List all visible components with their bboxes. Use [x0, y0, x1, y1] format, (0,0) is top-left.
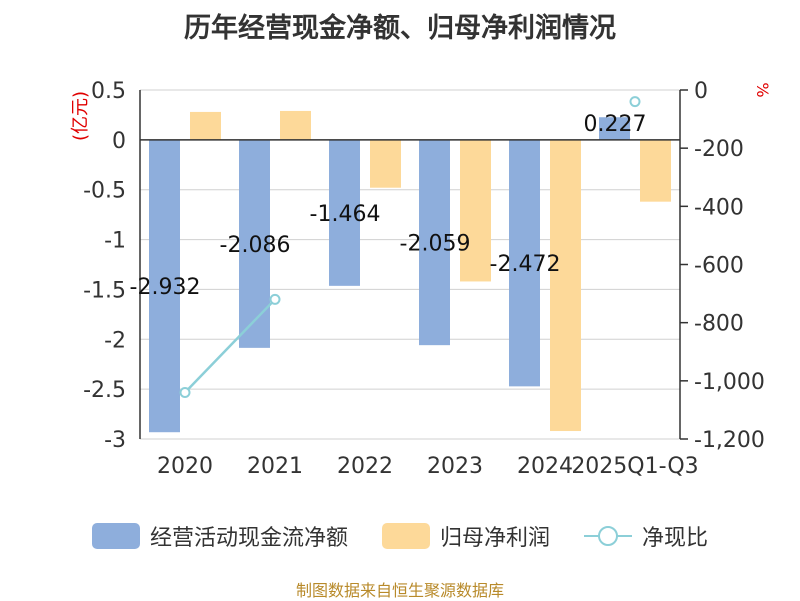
net-profit-bar-2 — [370, 139, 401, 188]
cashflow-data-label-5: 0.227 — [584, 112, 647, 137]
cashflow-bar-3 — [419, 139, 450, 346]
chart-title: 历年经营现金净额、归母净利润情况 — [184, 13, 616, 44]
net-profit-bar-5 — [640, 139, 671, 202]
cash-ratio-point-1 — [269, 293, 281, 305]
cashflow-bar-2 — [329, 139, 360, 286]
cash-ratio-line — [184, 298, 276, 394]
y-right-tick-label-4: -800 — [694, 312, 744, 337]
cashflow-data-label-0: -2.932 — [130, 275, 201, 300]
net-profit-bar-0 — [190, 111, 221, 140]
source-note: 制图数据来自恒生聚源数据库 — [295, 581, 504, 600]
y-left-tick-label-2: -0.5 — [83, 179, 126, 204]
cashflow-data-label-3: -2.059 — [400, 232, 471, 257]
y-left-tick-label-1: 0 — [112, 129, 126, 154]
cashflow-bar-4 — [509, 139, 540, 387]
cashflow-data-label-2: -1.464 — [310, 202, 381, 227]
legend-swatch-cashflow — [91, 523, 140, 549]
x-tick-label-3: 2023 — [427, 454, 483, 479]
y-right-tick-label-5: -1,000 — [694, 370, 765, 395]
y-left-tick-label-7: -3 — [104, 428, 126, 453]
legend: 经营活动现金流净额 归母净利润 净现比 — [0, 516, 800, 556]
cashflow-bar-1 — [239, 139, 270, 348]
cashflow-bar-0 — [149, 139, 180, 433]
x-tick-label-0: 2020 — [157, 454, 213, 479]
y-left-tick-label-6: -2.5 — [83, 378, 126, 403]
legend-label-cashflow: 经营活动现金流净额 — [149, 526, 348, 551]
cash-ratio-point-5 — [629, 96, 641, 108]
legend-swatch-net-profit — [381, 523, 430, 549]
y-right-unit-label: % — [753, 82, 772, 97]
y-left-tick-label-4: -1.5 — [83, 278, 126, 303]
net-profit-bar-1 — [280, 110, 311, 140]
legend-label-cash-ratio: 净现比 — [642, 526, 709, 551]
y-left-tick-label-0: 0.5 — [91, 79, 126, 104]
cashflow-bar-5 — [599, 117, 630, 140]
legend-item-cash-ratio[interactable]: 净现比 — [584, 520, 708, 552]
x-tick-label-5: 2025Q1-Q3 — [571, 454, 698, 479]
y-left-tick-label-3: -1 — [104, 229, 126, 254]
x-tick-label-2: 2022 — [337, 454, 393, 479]
legend-item-net-profit[interactable]: 归母净利润 — [381, 520, 550, 552]
y-right-tick-label-2: -400 — [694, 195, 744, 220]
legend-swatch-cash-ratio — [584, 523, 632, 549]
legend-item-cashflow[interactable]: 经营活动现金流净额 — [91, 520, 348, 552]
y-right-tick-label-0: 0 — [694, 79, 708, 104]
legend-label-net-profit: 归母净利润 — [439, 526, 550, 551]
x-tick-label-1: 2021 — [247, 454, 303, 479]
y-right-tick-label-3: -600 — [694, 254, 744, 279]
y-left-unit-label: (亿元) — [70, 91, 91, 141]
y-right-tick-label-6: -1,200 — [694, 428, 765, 453]
net-profit-bar-4 — [550, 139, 581, 432]
x-tick-label-4: 2024 — [517, 454, 573, 479]
net-profit-bar-3 — [460, 139, 491, 282]
cashflow-data-label-1: -2.086 — [220, 233, 291, 258]
cashflow-data-label-4: -2.472 — [490, 252, 561, 277]
y-left-tick-label-5: -2 — [104, 328, 126, 353]
cash-ratio-point-0 — [179, 386, 191, 398]
y-right-tick-label-1: -200 — [694, 137, 744, 162]
